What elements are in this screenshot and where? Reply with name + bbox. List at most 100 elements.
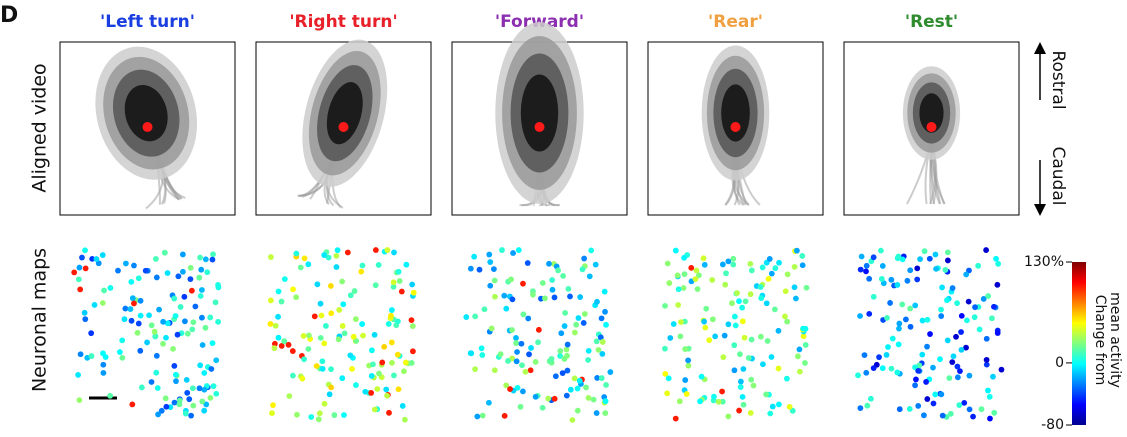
neuron xyxy=(301,356,307,362)
neuron xyxy=(921,412,927,418)
neuron xyxy=(201,370,207,376)
neuron xyxy=(155,385,161,391)
neuron xyxy=(970,414,976,420)
column-title: 'Rest' xyxy=(905,12,958,32)
neuron xyxy=(682,377,688,383)
neuron xyxy=(492,278,498,284)
neuron xyxy=(562,323,568,329)
neuron xyxy=(772,306,778,312)
neuron xyxy=(725,258,731,264)
neuron xyxy=(682,346,688,352)
neuron xyxy=(302,255,308,261)
neuron xyxy=(347,352,353,358)
neuron xyxy=(369,347,375,353)
neuron xyxy=(129,401,135,407)
neuron xyxy=(82,310,88,316)
neuron xyxy=(720,262,726,268)
neuron xyxy=(268,298,274,304)
neuron xyxy=(360,263,366,269)
neuron xyxy=(359,321,365,327)
neuron xyxy=(884,352,890,358)
neuron xyxy=(129,318,135,324)
neuron xyxy=(549,277,555,283)
neuron xyxy=(336,336,342,342)
neuron xyxy=(550,287,556,293)
neuron xyxy=(369,373,375,379)
neuron xyxy=(927,256,933,262)
neuron xyxy=(384,393,390,399)
neuron xyxy=(308,414,314,420)
neuron xyxy=(82,247,88,253)
neuron xyxy=(740,318,746,324)
neuron xyxy=(664,390,670,396)
neuron xyxy=(71,270,77,276)
neuron xyxy=(676,286,682,292)
neuron xyxy=(924,344,930,350)
neuron xyxy=(552,295,558,301)
neuron xyxy=(897,406,903,412)
neuron xyxy=(967,406,973,412)
neuron xyxy=(139,384,145,390)
neuron xyxy=(391,279,397,285)
neuron xyxy=(776,402,782,408)
neuron xyxy=(949,359,955,365)
neuron xyxy=(864,263,870,269)
neuron xyxy=(587,273,593,279)
neuron xyxy=(399,289,405,295)
neuron xyxy=(199,315,205,321)
neuron xyxy=(146,312,152,318)
neuron xyxy=(581,256,587,262)
neuron xyxy=(567,294,573,300)
neuron xyxy=(972,314,978,320)
neuron xyxy=(871,294,877,300)
neuron xyxy=(927,331,933,337)
neuron xyxy=(103,354,109,360)
neuron xyxy=(776,328,782,334)
neuron xyxy=(581,320,587,326)
neuron xyxy=(951,353,957,359)
neuron xyxy=(507,386,513,392)
neuron xyxy=(720,354,726,360)
colorbar xyxy=(1072,262,1086,425)
neuron xyxy=(716,399,722,405)
centroid xyxy=(143,122,153,132)
neuron xyxy=(334,264,340,270)
neuron xyxy=(572,330,578,336)
neuron xyxy=(389,307,395,313)
neuron xyxy=(526,351,532,357)
neuron xyxy=(197,255,203,261)
neuron xyxy=(729,300,735,306)
neuron xyxy=(487,283,493,289)
neuron xyxy=(662,346,668,352)
neuron xyxy=(580,266,586,272)
neuron xyxy=(890,336,896,342)
neuron xyxy=(192,304,198,310)
neuron xyxy=(675,273,681,279)
neuron xyxy=(880,365,886,371)
neuron xyxy=(268,321,274,327)
neuron xyxy=(666,280,672,286)
neuron xyxy=(477,267,483,273)
neuron xyxy=(207,315,213,321)
neuron xyxy=(955,364,961,370)
neuron xyxy=(703,306,709,312)
neuron xyxy=(536,327,542,333)
neuron xyxy=(994,282,1000,288)
neuron xyxy=(866,276,872,282)
neuron xyxy=(958,329,964,335)
neuron xyxy=(588,248,594,254)
neuron xyxy=(782,314,788,320)
neuron xyxy=(119,355,125,361)
neuron xyxy=(603,382,609,388)
neuron xyxy=(336,307,342,313)
neuron xyxy=(955,374,961,380)
neuron xyxy=(395,352,401,358)
neuron xyxy=(857,405,863,411)
neuron xyxy=(401,368,407,374)
neuron xyxy=(985,388,991,394)
neuron xyxy=(741,402,747,408)
neuron xyxy=(180,269,186,275)
neuron xyxy=(961,400,967,406)
neuron xyxy=(269,410,275,416)
neuron xyxy=(306,333,312,339)
